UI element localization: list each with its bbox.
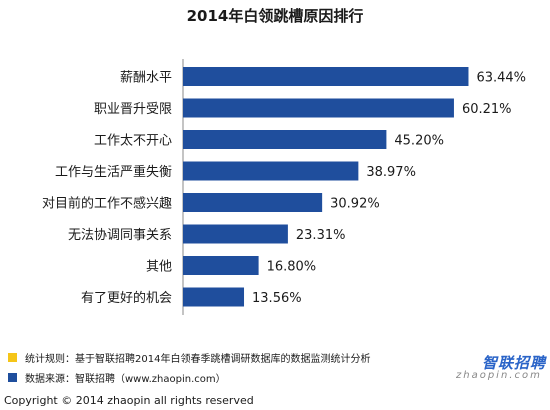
category-label: 工作太不开心 <box>94 134 172 149</box>
value-label: 30.92% <box>330 197 380 212</box>
value-label: 38.97% <box>366 165 416 180</box>
bar <box>183 98 454 118</box>
logo-text: 智联招聘 <box>482 354 547 372</box>
note-data-source: 数据来源：智联招聘（www.zhaopin.com） <box>8 370 226 385</box>
category-label: 工作与生活严重失衡 <box>55 164 172 180</box>
bar-chart: 薪酬水平 63.44% 职业晋升受限 60.21% 工作太不开心 45.20% 工作与生活严… <box>42 59 526 315</box>
value-label: 23.31% <box>296 228 346 243</box>
note-marker-blue <box>8 372 17 382</box>
value-label: 45.20% <box>394 134 444 149</box>
value-label: 16.80% <box>267 260 317 275</box>
logo-subtext: zhaopin.com <box>456 370 542 381</box>
note-marker-yellow <box>8 352 17 362</box>
note-text: 数据来源：智联招聘（www.zhaopin.com） <box>25 373 226 385</box>
category-label: 对目前的工作不感兴趣 <box>42 196 172 212</box>
bar <box>183 287 245 307</box>
bar <box>183 161 359 181</box>
value-label: 60.21% <box>462 102 512 117</box>
zhaopin-logo: 智联招聘 zhaopin.com <box>450 352 546 388</box>
category-label: 职业晋升受限 <box>94 102 172 117</box>
bar <box>183 193 323 212</box>
category-label: 其他 <box>146 260 172 275</box>
bar <box>183 224 288 244</box>
category-label: 有了更好的机会 <box>81 290 172 306</box>
note-text: 统计规则：基于智联招聘2014年白领春季跳槽调研数据库的数据监测统计分析 <box>25 353 371 365</box>
category-label: 无法协调同事关系 <box>68 228 172 243</box>
copyright-footer: Copyright © 2014 zhaopin all rights rese… <box>4 394 254 407</box>
value-label: 13.56% <box>252 291 302 306</box>
bar <box>183 130 387 149</box>
bar <box>183 67 469 86</box>
bar <box>183 256 259 275</box>
chart-title: 2014年白领跳槽原因排行 <box>186 7 364 25</box>
category-label: 薪酬水平 <box>120 71 172 86</box>
note-statistics-rule: 统计规则：基于智联招聘2014年白领春季跳槽调研数据库的数据监测统计分析 <box>8 350 371 365</box>
value-label: 63.44% <box>476 71 526 86</box>
